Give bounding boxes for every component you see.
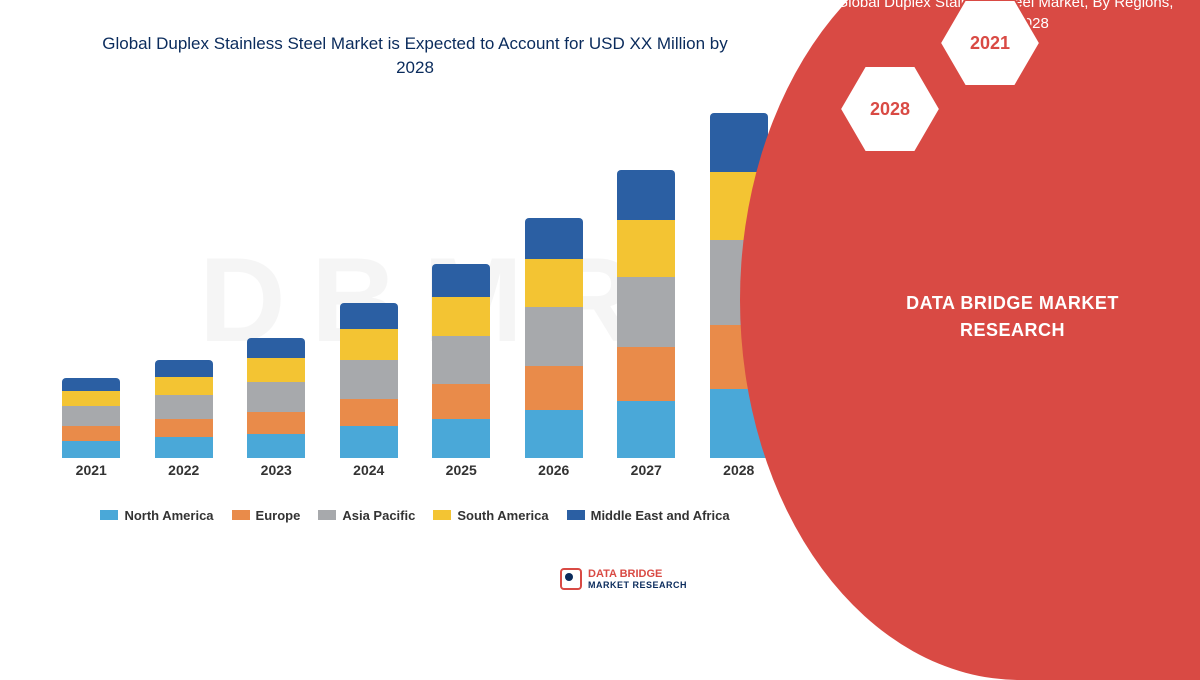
- hex-badges: 2021 2028: [880, 100, 1040, 152]
- bar-segment: [432, 336, 490, 384]
- bar-segment: [525, 259, 583, 307]
- bar-group: [61, 378, 121, 457]
- x-label: 2022: [154, 462, 214, 488]
- logo-sub: MARKET RESEARCH: [588, 580, 687, 590]
- x-label: 2025: [431, 462, 491, 488]
- bar-segment: [525, 307, 583, 366]
- brand-line1: DATA BRIDGE MARKET: [906, 293, 1119, 313]
- bar-stack: [432, 264, 490, 457]
- bar-segment: [155, 395, 213, 419]
- bar-group: [246, 338, 306, 458]
- bar-segment: [340, 426, 398, 457]
- bar-group: [616, 170, 676, 457]
- bar-stack: [340, 303, 398, 458]
- legend-item: North America: [100, 508, 213, 523]
- bar-segment: [155, 437, 213, 457]
- legend-item: South America: [433, 508, 548, 523]
- bar-segment: [525, 218, 583, 259]
- legend-item: Asia Pacific: [318, 508, 415, 523]
- bar-segment: [340, 399, 398, 427]
- bar-group: [431, 264, 491, 457]
- bar-segment: [62, 426, 120, 441]
- bar-segment: [155, 360, 213, 377]
- legend-swatch-icon: [567, 510, 585, 520]
- brand-text: DATA BRIDGE MARKET RESEARCH: [855, 290, 1170, 344]
- bar-segment: [247, 434, 305, 458]
- x-label: 2028: [709, 462, 769, 488]
- legend-label: Asia Pacific: [342, 508, 415, 523]
- bar-segment: [432, 264, 490, 297]
- x-label: 2021: [61, 462, 121, 488]
- legend-swatch-icon: [433, 510, 451, 520]
- hex-2021: 2021: [940, 0, 1040, 86]
- logo-main: DATA BRIDGE: [588, 568, 662, 580]
- bar-segment: [617, 220, 675, 277]
- bar-segment: [432, 384, 490, 419]
- x-label: 2027: [616, 462, 676, 488]
- bars-container: [35, 108, 795, 458]
- bar-segment: [432, 419, 490, 458]
- bar-segment: [617, 170, 675, 220]
- chart-plot: 2021 2022 2023 2024 2025 2026 2027 2028: [35, 108, 795, 488]
- x-label: 2023: [246, 462, 306, 488]
- bar-stack: [525, 218, 583, 457]
- bar-segment: [340, 303, 398, 329]
- bar-segment: [62, 441, 120, 458]
- bar-group: [524, 218, 584, 457]
- x-axis-labels: 2021 2022 2023 2024 2025 2026 2027 2028: [35, 462, 795, 488]
- x-label: 2024: [339, 462, 399, 488]
- bar-segment: [247, 382, 305, 411]
- bar-segment: [155, 377, 213, 395]
- logo-mark-icon: [560, 568, 582, 590]
- chart-title: Global Duplex Stainless Steel Market is …: [30, 20, 800, 88]
- right-panel: Global Duplex Stainless Steel Market, By…: [800, 0, 1200, 600]
- bar-segment: [617, 277, 675, 347]
- bar-segment: [525, 410, 583, 458]
- bar-segment: [247, 412, 305, 434]
- bar-stack: [617, 170, 675, 457]
- brand-line2: RESEARCH: [960, 320, 1065, 340]
- hex-2021-label: 2021: [970, 33, 1010, 54]
- legend-label: Europe: [256, 508, 301, 523]
- bar-segment: [617, 347, 675, 400]
- brand-logo-small: DATA BRIDGE MARKET RESEARCH: [560, 568, 687, 590]
- legend-item: Middle East and Africa: [567, 508, 730, 523]
- bar-segment: [247, 358, 305, 382]
- legend-label: Middle East and Africa: [591, 508, 730, 523]
- legend-label: South America: [457, 508, 548, 523]
- chart-panel: D B M R Global Duplex Stainless Steel Ma…: [0, 0, 830, 600]
- hex-2028-label: 2028: [870, 99, 910, 120]
- bar-segment: [62, 406, 120, 426]
- bar-segment: [340, 360, 398, 399]
- bar-segment: [525, 366, 583, 410]
- bar-segment: [432, 297, 490, 336]
- x-label: 2026: [524, 462, 584, 488]
- bar-segment: [340, 329, 398, 360]
- bar-segment: [617, 401, 675, 458]
- bar-stack: [155, 360, 213, 458]
- bar-stack: [62, 378, 120, 457]
- legend-swatch-icon: [318, 510, 336, 520]
- legend-item: Europe: [232, 508, 301, 523]
- legend-label: North America: [124, 508, 213, 523]
- bar-segment: [247, 338, 305, 358]
- legend: North America Europe Asia Pacific South Ame…: [30, 508, 800, 523]
- bar-group: [339, 303, 399, 458]
- bar-segment: [155, 419, 213, 437]
- legend-swatch-icon: [232, 510, 250, 520]
- hex-2028: 2028: [840, 66, 940, 152]
- bar-stack: [247, 338, 305, 458]
- bar-group: [154, 360, 214, 458]
- bar-segment: [62, 378, 120, 391]
- legend-swatch-icon: [100, 510, 118, 520]
- bar-segment: [62, 391, 120, 406]
